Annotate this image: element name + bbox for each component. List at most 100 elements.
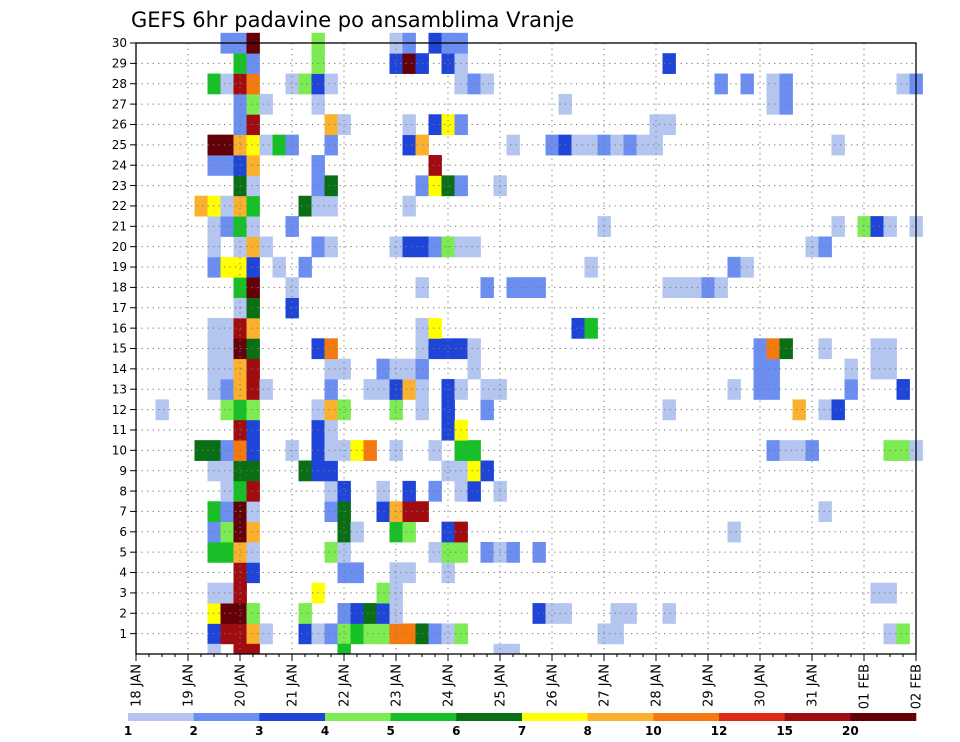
heatmap-cell: [584, 256, 598, 278]
heatmap-cell: [220, 480, 234, 502]
heatmap-cell: [753, 338, 767, 360]
heatmap-cell: [428, 440, 442, 461]
heatmap-cell: [376, 480, 390, 502]
y-tick-label: 4: [119, 566, 127, 580]
heatmap-cell: [246, 297, 260, 319]
heatmap-cell: [246, 643, 260, 654]
heatmap-cell: [441, 562, 455, 584]
heatmap-cell: [233, 256, 247, 278]
heatmap-cell: [363, 603, 377, 624]
heatmap-cell: [441, 379, 455, 400]
heatmap-cell: [623, 134, 637, 156]
legend-swatch: [784, 713, 851, 721]
heatmap-cell: [246, 338, 260, 360]
heatmap-cell: [870, 216, 884, 237]
heatmap-cell: [402, 53, 416, 74]
heatmap-cell: [246, 114, 260, 136]
legend-label: 8: [583, 724, 591, 738]
heatmap-cell: [896, 623, 910, 645]
x-tick-label: 21 JAN: [286, 664, 301, 707]
heatmap-cell: [467, 236, 481, 258]
heatmap-cell: [285, 73, 299, 95]
heatmap-cell: [831, 216, 845, 237]
heatmap-cell: [220, 399, 234, 421]
legend-label: 10: [645, 724, 662, 738]
heatmap-cell: [402, 562, 416, 584]
heatmap-cell: [324, 175, 338, 197]
y-tick-label: 20: [112, 240, 127, 254]
legend-swatch: [259, 713, 326, 721]
legend-label: 7: [518, 724, 526, 738]
heatmap-cell: [896, 73, 910, 95]
y-tick-label: 28: [112, 77, 127, 91]
legend-label: 4: [321, 724, 329, 738]
heatmap-cell: [545, 134, 559, 156]
heatmap-cell: [194, 440, 208, 461]
x-tick-label: 25 JAN: [494, 664, 509, 707]
y-tick-label: 24: [112, 158, 127, 172]
heatmap-cell: [337, 114, 351, 136]
heatmap-cell: [233, 175, 247, 197]
heatmap-cell: [246, 419, 260, 441]
heatmap-cell: [428, 175, 442, 197]
heatmap-cell: [389, 521, 403, 543]
heatmap-cell: [246, 379, 260, 400]
heatmap-cell: [818, 501, 832, 523]
legend-label: 12: [711, 724, 728, 738]
heatmap-cell: [259, 134, 273, 156]
heatmap-cell: [480, 460, 494, 482]
heatmap-cell: [428, 317, 442, 339]
x-tick-label: 20 JAN: [234, 664, 249, 707]
heatmap-cell: [870, 582, 884, 604]
heatmap-cell: [233, 216, 247, 237]
heatmap-cell: [324, 338, 338, 360]
heatmap-cell: [220, 541, 234, 563]
heatmap-cell: [376, 501, 390, 523]
heatmap-cell: [389, 53, 403, 74]
heatmap-cell: [480, 541, 494, 563]
heatmap-cell: [259, 93, 273, 115]
legend-label: 3: [255, 724, 263, 738]
heatmap-cell: [571, 134, 585, 156]
heatmap-cell: [610, 623, 624, 645]
heatmap-cell: [337, 562, 351, 584]
heatmap-cell: [506, 277, 520, 298]
heatmap-cell: [389, 399, 403, 421]
heatmap-cell: [441, 175, 455, 197]
heatmap-cell: [389, 562, 403, 584]
y-tick-label: 6: [119, 525, 127, 539]
heatmap-cell: [766, 379, 780, 400]
heatmap-cell: [220, 134, 234, 156]
heatmap-cell: [441, 623, 455, 645]
heatmap-cell: [246, 562, 260, 584]
heatmap-cell: [220, 73, 234, 95]
x-tick-label: 01 FEB: [858, 664, 873, 709]
heatmap-cell: [337, 480, 351, 502]
x-tick-label: 27 JAN: [598, 664, 613, 707]
heatmap-cell: [220, 440, 234, 461]
y-tick-label: 2: [119, 606, 127, 620]
heatmap-cell: [246, 73, 260, 95]
heatmap-cell: [441, 460, 455, 482]
heatmap-cell: [246, 277, 260, 298]
legend-label: 2: [189, 724, 197, 738]
legend-swatch: [325, 713, 391, 721]
heatmap-cell: [233, 541, 247, 563]
heatmap-cell: [818, 236, 832, 258]
heatmap-cell: [246, 440, 260, 461]
legend-label: 15: [776, 724, 793, 738]
heatmap-cell: [220, 155, 234, 176]
heatmap-cell: [337, 358, 351, 380]
heatmap-cell: [831, 399, 845, 421]
y-tick-label: 17: [112, 301, 127, 315]
heatmap-cell: [259, 236, 273, 258]
heatmap-cell: [545, 603, 559, 624]
heatmap-cell: [727, 521, 741, 543]
heatmap-cell: [298, 195, 312, 217]
y-tick-label: 29: [112, 57, 127, 71]
heatmap-cell: [233, 603, 247, 624]
heatmap-cell: [194, 195, 208, 217]
heatmap-cell: [324, 134, 338, 156]
heatmap-cell: [766, 73, 780, 95]
